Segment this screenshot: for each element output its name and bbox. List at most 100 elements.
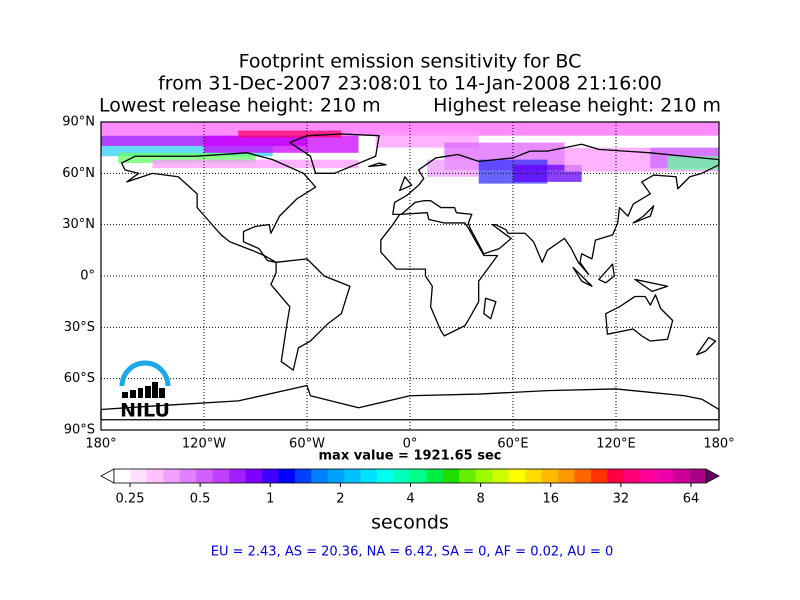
colorbar-tick-label: 1 (266, 492, 274, 507)
colorbar-bin (410, 469, 427, 483)
footprint-shade (427, 159, 479, 177)
colorbar-bin (607, 469, 625, 483)
colorbar-bin (130, 469, 148, 483)
logo-bar (145, 386, 151, 398)
colorbar-bin (640, 469, 657, 483)
colorbar-bin (623, 469, 641, 483)
colorbar: 0.25 0.5 1 2 4 8 16 32 64 (100, 468, 720, 507)
footprint-shade (101, 145, 273, 157)
colorbar-bin (558, 469, 575, 483)
lat-label: 60°N (62, 166, 95, 181)
lon-label: 180° (85, 437, 116, 452)
lat-label: 30°S (64, 320, 95, 335)
colorbar-bin (311, 469, 329, 483)
landmass (270, 258, 351, 371)
colorbar-bin (327, 469, 345, 483)
colorbar-bin (262, 469, 279, 483)
colorbar-tick-label: 0.25 (116, 492, 145, 507)
footprint-shade (238, 130, 342, 138)
colorbar-bin (574, 469, 592, 483)
lon-label: 120°E (596, 437, 636, 452)
colorbar-tick-label: 32 (613, 492, 630, 507)
landmass (380, 212, 499, 337)
colorbar-bin (294, 469, 312, 483)
landmass (632, 205, 655, 224)
colorbar-bin (163, 469, 181, 483)
colorbar-tick-label: 0.5 (190, 492, 211, 507)
colorbar-bin (525, 469, 542, 483)
colorbar-bin (360, 469, 378, 483)
colorbar-bin (590, 469, 608, 483)
footprint-shade (204, 135, 359, 153)
colorbar-bin (459, 469, 477, 483)
landmass (368, 162, 387, 168)
logo-arc (119, 360, 171, 387)
colorbar-bin (229, 469, 246, 483)
title-line: from 31-Dec-2007 23:08:01 to 14-Jan-2008… (158, 73, 662, 95)
lat-label: 0° (80, 269, 95, 284)
colorbar-bin (475, 469, 493, 483)
colorbar-bin (278, 469, 296, 483)
map-frame (100, 121, 720, 431)
lat-label: 30°N (62, 217, 95, 232)
colorbar-bin (245, 469, 263, 483)
colorbar-bin (442, 469, 460, 483)
title-line: Footprint emission sensitivity for BC (239, 51, 582, 73)
landmass (120, 152, 317, 263)
colorbar-bin (344, 469, 361, 483)
colorbar-bin (393, 469, 411, 483)
logo-bar (152, 382, 158, 398)
landmass (399, 176, 413, 192)
colorbar-tick-label: 8 (476, 492, 484, 507)
colorbar-label: seconds (371, 512, 449, 534)
lon-label: 120°W (182, 437, 226, 452)
colorbar-bin (541, 469, 559, 483)
lat-label: 60°S (64, 371, 95, 386)
colorbar-bin (146, 469, 164, 483)
footprint-shade (118, 152, 256, 164)
logo-text: NILU (120, 400, 170, 422)
landmass (605, 294, 674, 342)
max-value: max value = 1921.65 sec (319, 449, 502, 464)
colorbar-tick-label: 4 (406, 492, 414, 507)
colorbar-bin (689, 469, 707, 483)
colorbar-bin (426, 469, 444, 483)
lon-label: 180° (703, 437, 734, 452)
footprint-shade (152, 159, 359, 169)
colorbar-bin (179, 469, 197, 483)
logo-bar (122, 392, 128, 398)
landmass (100, 384, 720, 421)
lon-label: 60°E (497, 437, 528, 452)
lon-label: 60°W (289, 437, 325, 452)
colorbar-bin (196, 469, 213, 483)
footprint-shade (667, 156, 719, 170)
colorbar-tick-label: 2 (336, 492, 344, 507)
landmass (696, 336, 717, 356)
colorbar-bin (212, 469, 230, 483)
lat-label: 90°S (64, 423, 95, 438)
landmass (634, 278, 669, 293)
colorbar-bin (508, 469, 526, 483)
colorbar-bin (492, 469, 509, 483)
lon-label: 0° (403, 437, 418, 452)
landmass (289, 133, 380, 174)
logo-bar (130, 390, 136, 398)
colorbar-bin (377, 469, 394, 483)
logo-bar (138, 388, 143, 398)
colorbar-bin (673, 469, 690, 483)
release-low: Lowest release height: 210 m (99, 95, 381, 117)
landmass (572, 266, 593, 287)
landmass (392, 143, 720, 275)
landmass (483, 297, 497, 320)
logo-bar (159, 388, 165, 398)
colorbar-tick-label: 16 (542, 492, 559, 507)
colorbar-bin (114, 469, 131, 483)
region-summary: EU = 2.43, AS = 20.36, NA = 6.42, SA = 0… (211, 545, 614, 560)
colorbar-tick-label: 64 (683, 492, 700, 507)
colorbar-bin (656, 469, 674, 483)
lat-label: 90°N (62, 115, 95, 130)
release-high: Highest release height: 210 m (433, 95, 721, 117)
